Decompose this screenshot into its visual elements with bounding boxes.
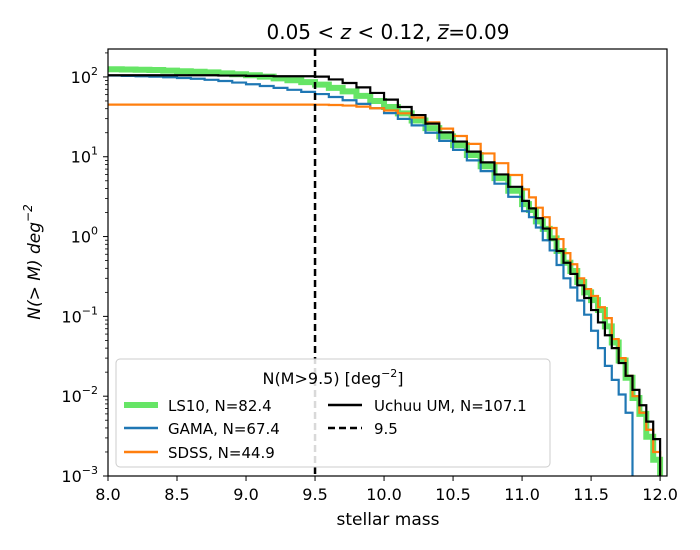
axis-ticks: 8.0 8.5 9.0 9.5 10.0 10.5 11.0 11.5 12.0 10−3 10−2… (61, 52, 678, 504)
legend-label-uchuu: Uchuu UM, N=107.1 (374, 397, 527, 415)
y-tick-label: 100 (71, 225, 98, 247)
series-gama-line (108, 74, 634, 476)
series-sdss-line (108, 103, 662, 476)
x-tick-label: 8.0 (95, 485, 120, 504)
x-axis-label: stellar mass (337, 510, 440, 530)
legend-label-vline: 9.5 (374, 420, 398, 438)
legend: N(M>9.5) [deg−2] LS10, N=82.4 GAMA, N=67… (115, 358, 551, 468)
y-tick-label: 10−1 (61, 304, 98, 326)
x-tick-label: 11.0 (504, 485, 540, 504)
zbar-symbol: z (437, 20, 449, 44)
legend-title: N(M>9.5) [deg−2] (262, 367, 403, 388)
series-uchuu-line (108, 74, 662, 476)
y-tick-label: 102 (71, 65, 98, 87)
y-tick-label: 101 (71, 145, 98, 167)
y-tick-label: 10−3 (61, 464, 98, 486)
chart-title: 0.05 < z < 0.12, z=0.09 (266, 20, 509, 44)
x-tick-label: 9.0 (233, 485, 258, 504)
legend-label-sdss: SDSS, N=44.9 (168, 444, 275, 462)
x-tick-label: 12.0 (642, 485, 678, 504)
y-tick-label: 10−2 (61, 384, 98, 406)
legend-label-ls10: LS10, N=82.4 (168, 397, 272, 415)
y-axis-label: N(> M) deg−2 (21, 204, 45, 319)
x-tick-label: 9.5 (302, 485, 327, 504)
x-tick-label: 10.0 (366, 485, 402, 504)
x-tick-label: 10.5 (435, 485, 471, 504)
x-tick-label: 8.5 (164, 485, 189, 504)
x-tick-label: 11.5 (573, 485, 609, 504)
axes-frame (107, 48, 668, 477)
legend-box (115, 358, 551, 468)
legend-label-gama: GAMA, N=67.4 (168, 420, 280, 438)
